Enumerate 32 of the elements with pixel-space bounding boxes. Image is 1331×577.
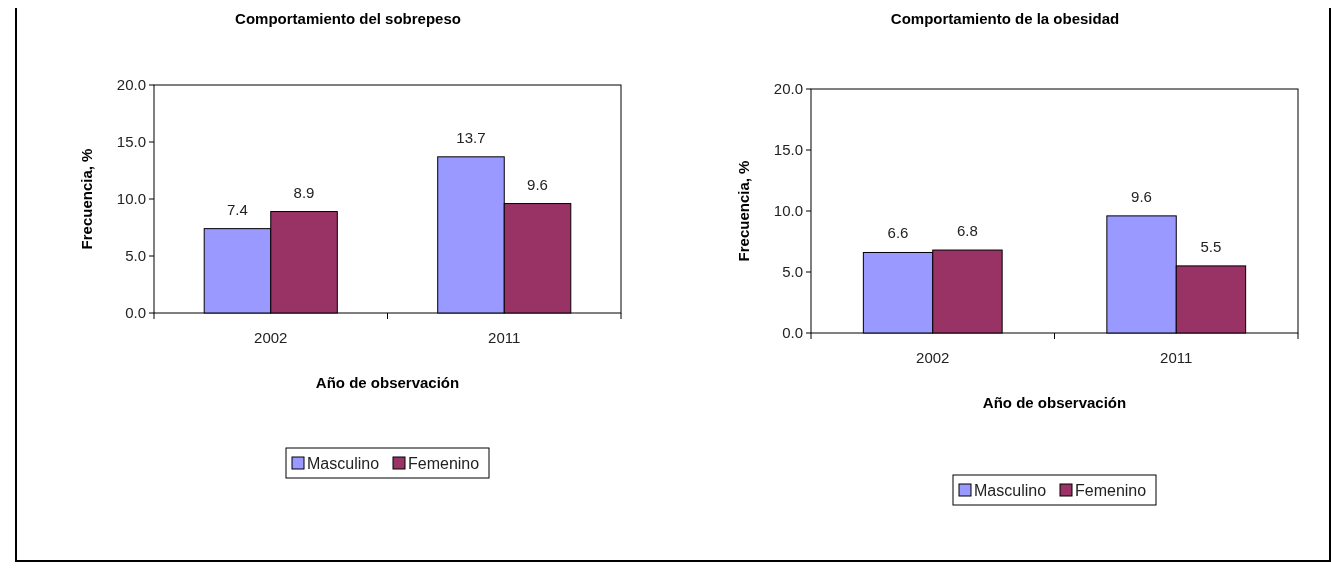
y-tick-label: 0.0 [125, 304, 146, 322]
y-tick-label: 20.0 [773, 80, 803, 98]
legend-label: Femenino [1075, 481, 1147, 499]
y-tick-label: 5.0 [125, 247, 146, 265]
data-label: 6.8 [957, 222, 978, 240]
x-tick-label: 2011 [1160, 349, 1193, 366]
data-label: 5.5 [1200, 237, 1222, 255]
y-tick-label: 0.0 [782, 324, 803, 342]
x-tick-label: 2002 [254, 329, 288, 346]
data-label: 13.7 [456, 128, 486, 146]
y-tick-label: 15.0 [773, 141, 803, 159]
data-label: 9.6 [527, 175, 548, 193]
x-axis-title: Año de observación [315, 374, 460, 391]
y-tick-label: 10.0 [773, 202, 803, 220]
data-label: 9.6 [1131, 187, 1152, 205]
legend-label: Masculino [974, 481, 1047, 499]
data-label: 6.6 [887, 224, 909, 242]
y-axis-title: Frecuencia, % [78, 148, 95, 250]
y-tick-label: 15.0 [116, 133, 146, 151]
chart-title: Comportamiento de la obesidad [890, 10, 1120, 27]
y-tick-label: 10.0 [116, 190, 146, 208]
legend-label: Femenino [408, 454, 480, 472]
y-tick-label: 20.0 [116, 76, 146, 94]
y-axis-title: Frecuencia, % [735, 160, 752, 262]
legend-label: Masculino [307, 454, 380, 472]
x-axis-title: Año de observación [982, 394, 1127, 411]
data-label: 7.4 [227, 200, 248, 218]
x-tick-label: 2011 [488, 329, 521, 346]
y-tick-label: 5.0 [782, 263, 803, 281]
chart-title: Comportamiento del sobrepeso [235, 10, 461, 27]
x-tick-label: 2002 [916, 349, 950, 366]
data-label: 8.9 [293, 183, 315, 201]
